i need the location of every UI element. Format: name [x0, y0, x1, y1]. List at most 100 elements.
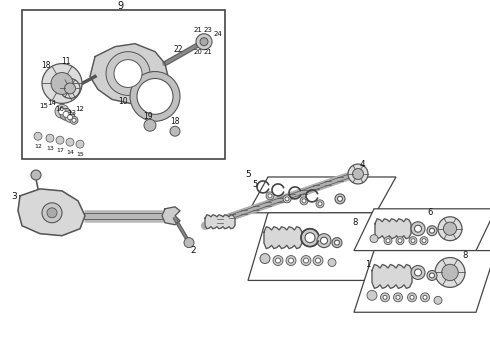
Circle shape: [320, 237, 327, 244]
Circle shape: [411, 239, 415, 243]
Circle shape: [410, 295, 414, 299]
Circle shape: [409, 237, 417, 244]
Circle shape: [170, 126, 180, 136]
Circle shape: [268, 194, 272, 198]
Text: 9: 9: [117, 1, 123, 11]
Circle shape: [420, 237, 428, 244]
Polygon shape: [205, 215, 235, 229]
Circle shape: [422, 239, 426, 243]
Circle shape: [46, 134, 54, 142]
Circle shape: [435, 257, 465, 287]
Text: 13: 13: [68, 110, 76, 116]
Circle shape: [386, 239, 390, 243]
Circle shape: [335, 194, 345, 204]
Circle shape: [305, 233, 315, 243]
Text: 4: 4: [359, 159, 365, 168]
Circle shape: [415, 225, 421, 232]
Circle shape: [31, 170, 41, 180]
Polygon shape: [372, 265, 412, 288]
Circle shape: [42, 203, 62, 223]
Text: 15: 15: [76, 152, 84, 157]
Text: 14: 14: [48, 100, 56, 106]
Circle shape: [289, 258, 294, 263]
Circle shape: [65, 112, 75, 122]
Circle shape: [260, 253, 270, 264]
Circle shape: [51, 73, 73, 94]
Circle shape: [144, 119, 156, 131]
Circle shape: [63, 111, 69, 117]
Text: 5: 5: [245, 171, 251, 180]
Circle shape: [301, 229, 319, 247]
Circle shape: [434, 296, 442, 304]
Text: 21: 21: [203, 49, 213, 55]
Circle shape: [47, 208, 57, 218]
Circle shape: [411, 222, 425, 236]
Circle shape: [370, 235, 378, 243]
Circle shape: [56, 136, 64, 144]
Circle shape: [317, 234, 331, 248]
Text: 12: 12: [75, 106, 84, 112]
Polygon shape: [18, 189, 85, 236]
Circle shape: [76, 140, 84, 148]
Polygon shape: [162, 207, 180, 225]
Circle shape: [42, 64, 82, 103]
Circle shape: [352, 168, 364, 180]
Circle shape: [420, 293, 430, 302]
Text: 21: 21: [194, 27, 202, 33]
Circle shape: [411, 266, 425, 279]
Text: 11: 11: [61, 57, 71, 66]
Text: 8: 8: [462, 251, 467, 260]
Circle shape: [427, 270, 437, 280]
Circle shape: [398, 239, 402, 243]
Polygon shape: [354, 209, 490, 251]
Text: 15: 15: [40, 103, 49, 109]
Polygon shape: [248, 213, 396, 280]
Text: 3: 3: [11, 192, 17, 201]
Circle shape: [68, 115, 73, 120]
Polygon shape: [354, 251, 490, 312]
Circle shape: [196, 34, 212, 50]
Text: 1: 1: [366, 260, 370, 269]
Circle shape: [335, 240, 340, 245]
Bar: [22, 10, 225, 159]
Circle shape: [338, 196, 343, 201]
Circle shape: [430, 228, 435, 233]
Circle shape: [318, 202, 322, 206]
Circle shape: [285, 197, 289, 201]
Circle shape: [316, 200, 324, 208]
Circle shape: [303, 258, 309, 263]
Circle shape: [328, 258, 336, 266]
Circle shape: [313, 256, 323, 266]
Circle shape: [332, 238, 342, 248]
Text: 6: 6: [427, 208, 433, 217]
Polygon shape: [248, 177, 396, 213]
Polygon shape: [375, 219, 411, 239]
Circle shape: [302, 199, 306, 203]
Text: 19: 19: [143, 112, 153, 121]
Circle shape: [106, 51, 150, 95]
Circle shape: [60, 108, 72, 120]
Circle shape: [60, 78, 80, 98]
Polygon shape: [264, 227, 302, 249]
Circle shape: [66, 138, 74, 146]
Circle shape: [442, 264, 458, 281]
Circle shape: [114, 60, 142, 87]
Circle shape: [275, 258, 280, 263]
Text: 24: 24: [214, 31, 222, 37]
Circle shape: [137, 78, 173, 114]
Text: 18: 18: [41, 61, 51, 70]
Circle shape: [316, 258, 320, 263]
Circle shape: [443, 222, 457, 235]
Circle shape: [283, 195, 291, 203]
Circle shape: [427, 226, 437, 236]
Circle shape: [34, 132, 42, 140]
Circle shape: [430, 273, 435, 278]
Circle shape: [396, 295, 400, 299]
Text: 18: 18: [170, 117, 180, 126]
Text: 14: 14: [66, 150, 74, 154]
Circle shape: [348, 164, 368, 184]
Circle shape: [300, 197, 308, 205]
Circle shape: [396, 237, 404, 244]
Circle shape: [184, 238, 194, 248]
Text: 2: 2: [190, 246, 196, 255]
